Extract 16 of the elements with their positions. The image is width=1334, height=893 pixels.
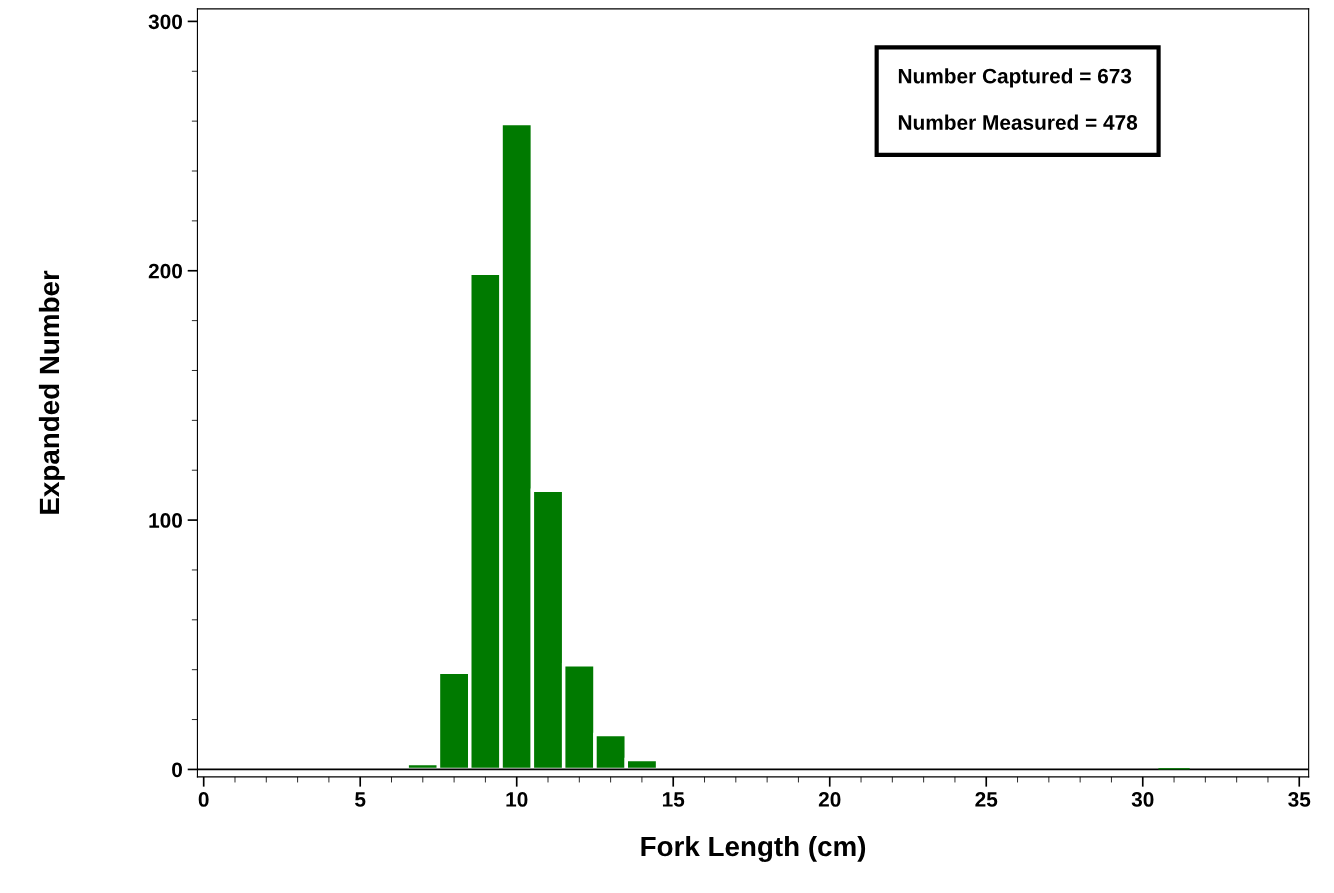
- x-axis-title: Fork Length (cm): [641, 835, 866, 862]
- y-tick-label: 300: [148, 14, 182, 30]
- x-tick-label: 25: [975, 792, 998, 807]
- y-tick-label: 100: [149, 513, 182, 528]
- x-tick-label: 35: [1288, 792, 1311, 807]
- y-axis-title: Expanded Number: [38, 270, 65, 514]
- x-tick-label: 20: [818, 792, 841, 807]
- x-tick-label: 30: [1131, 792, 1154, 807]
- annotation: Number Captured = 673: [898, 68, 1132, 88]
- x-tick-label: 15: [662, 792, 685, 807]
- x-tick-label: 0: [198, 792, 209, 807]
- y-tick-label: 200: [148, 263, 182, 279]
- y-tick-label: 0: [172, 762, 182, 778]
- x-tick-label: 5: [355, 792, 366, 807]
- annotation: Number Measured = 478: [898, 114, 1138, 130]
- x-tick-label: 10: [506, 792, 528, 807]
